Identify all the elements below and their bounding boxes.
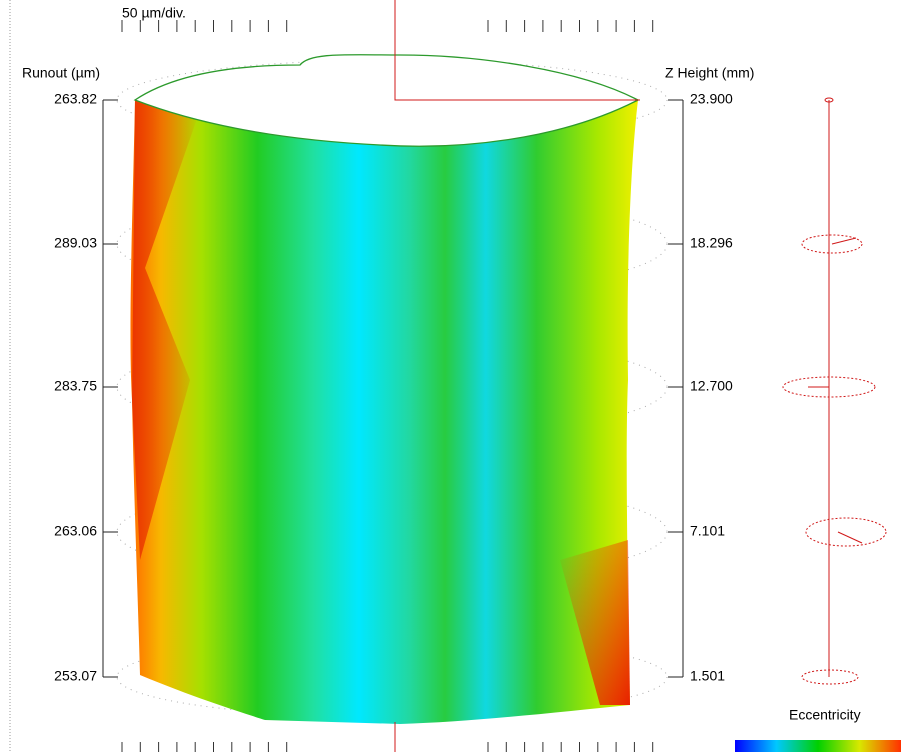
right-label: 18.296	[690, 235, 733, 251]
left-label: 263.82	[54, 91, 97, 107]
legend-title: Eccentricity	[789, 707, 861, 723]
left-axis-title: Runout (µm)	[22, 65, 100, 81]
right-label: 23.900	[690, 91, 733, 107]
color-bar	[735, 740, 901, 752]
right-axis-title: Z Height (mm)	[665, 65, 754, 81]
reference-lines	[394, 0, 640, 752]
axis-ticks: 263.82 289.03 283.75 263.06 253.07 23.900 18.2…	[54, 91, 733, 684]
surface	[130, 100, 639, 724]
scale-label: 50 µm/div.	[122, 5, 186, 21]
left-label: 289.03	[54, 235, 97, 251]
right-label: 7.101	[690, 523, 725, 539]
left-label: 253.07	[54, 668, 97, 684]
right-label: 12.700	[690, 378, 733, 394]
eccentricity-plot	[782, 97, 887, 685]
left-label: 283.75	[54, 378, 97, 394]
axes	[102, 100, 684, 677]
surface-hot-left	[132, 100, 200, 560]
right-label: 1.501	[690, 668, 725, 684]
top-outline	[133, 54, 640, 147]
surface-hot-right	[560, 540, 630, 705]
left-label: 263.06	[54, 523, 97, 539]
rulers	[121, 20, 654, 752]
